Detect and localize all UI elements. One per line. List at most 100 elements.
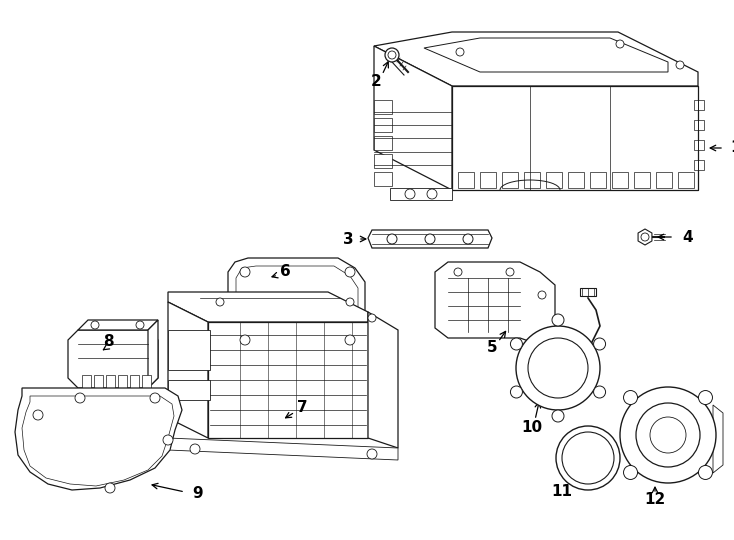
Circle shape (510, 386, 523, 398)
Text: 12: 12 (644, 492, 666, 508)
Circle shape (676, 61, 684, 69)
Polygon shape (694, 160, 704, 170)
Circle shape (623, 465, 638, 480)
Circle shape (105, 483, 115, 493)
Polygon shape (374, 100, 392, 114)
Circle shape (345, 335, 355, 345)
Polygon shape (656, 172, 672, 188)
Polygon shape (694, 100, 704, 110)
Circle shape (75, 393, 85, 403)
Circle shape (150, 393, 160, 403)
Polygon shape (78, 320, 158, 330)
Polygon shape (458, 172, 474, 188)
Polygon shape (68, 330, 158, 388)
Circle shape (528, 338, 588, 398)
Polygon shape (168, 380, 210, 400)
Circle shape (427, 189, 437, 199)
Text: 10: 10 (521, 421, 542, 435)
Polygon shape (374, 118, 392, 132)
Circle shape (699, 390, 713, 404)
Circle shape (136, 321, 144, 329)
Circle shape (425, 234, 435, 244)
Polygon shape (368, 230, 492, 248)
Circle shape (456, 48, 464, 56)
Polygon shape (678, 172, 694, 188)
Text: 1: 1 (730, 140, 734, 156)
Circle shape (387, 234, 397, 244)
Polygon shape (524, 172, 540, 188)
Circle shape (636, 403, 700, 467)
Text: 6: 6 (280, 265, 291, 280)
Circle shape (463, 234, 473, 244)
Circle shape (368, 314, 376, 322)
Circle shape (556, 426, 620, 490)
Text: 7: 7 (297, 401, 308, 415)
Circle shape (506, 268, 514, 276)
Polygon shape (694, 140, 704, 150)
Polygon shape (390, 188, 452, 200)
Polygon shape (546, 172, 562, 188)
Polygon shape (168, 330, 210, 370)
Circle shape (650, 417, 686, 453)
Text: 9: 9 (192, 487, 203, 502)
Circle shape (367, 449, 377, 459)
Polygon shape (452, 86, 698, 190)
Circle shape (91, 321, 99, 329)
Circle shape (163, 435, 173, 445)
Polygon shape (148, 320, 158, 388)
Circle shape (388, 51, 396, 59)
Circle shape (516, 326, 600, 410)
Polygon shape (480, 172, 496, 188)
Polygon shape (638, 229, 652, 245)
Circle shape (33, 410, 43, 420)
Polygon shape (168, 302, 208, 438)
Polygon shape (713, 405, 723, 473)
Polygon shape (580, 288, 596, 296)
Text: 5: 5 (487, 341, 498, 355)
Polygon shape (130, 375, 139, 388)
Polygon shape (374, 154, 392, 168)
Text: 3: 3 (344, 232, 354, 246)
Circle shape (405, 189, 415, 199)
Polygon shape (374, 46, 452, 190)
Circle shape (538, 291, 546, 299)
Polygon shape (94, 375, 103, 388)
Circle shape (699, 465, 713, 480)
Polygon shape (374, 172, 392, 186)
Polygon shape (612, 172, 628, 188)
Circle shape (620, 387, 716, 483)
Polygon shape (168, 292, 368, 322)
Circle shape (552, 410, 564, 422)
Text: 11: 11 (551, 484, 573, 500)
Text: 2: 2 (371, 75, 382, 90)
Circle shape (594, 338, 606, 350)
Polygon shape (374, 136, 392, 150)
Circle shape (385, 48, 399, 62)
Circle shape (562, 432, 614, 484)
Polygon shape (634, 172, 650, 188)
Polygon shape (118, 375, 127, 388)
Circle shape (240, 267, 250, 277)
Polygon shape (568, 172, 584, 188)
Polygon shape (82, 375, 91, 388)
Circle shape (454, 268, 462, 276)
Circle shape (240, 335, 250, 345)
Polygon shape (168, 438, 398, 460)
Polygon shape (424, 38, 668, 72)
Polygon shape (228, 258, 365, 355)
Circle shape (623, 390, 638, 404)
Polygon shape (374, 32, 698, 86)
Polygon shape (22, 396, 174, 486)
Polygon shape (435, 262, 555, 345)
Circle shape (216, 298, 224, 306)
Polygon shape (368, 312, 398, 448)
Circle shape (594, 386, 606, 398)
Polygon shape (208, 322, 368, 438)
Circle shape (510, 338, 523, 350)
Circle shape (190, 444, 200, 454)
Polygon shape (590, 172, 606, 188)
Circle shape (616, 40, 624, 48)
Circle shape (346, 298, 354, 306)
Text: 4: 4 (682, 230, 693, 245)
Circle shape (345, 267, 355, 277)
